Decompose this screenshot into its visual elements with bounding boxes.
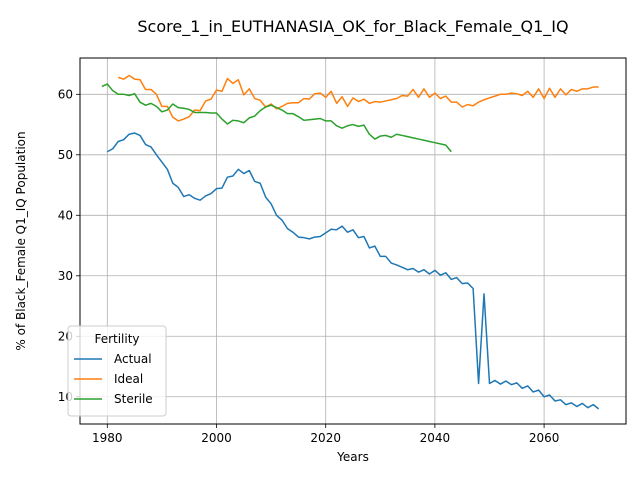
legend-items: Actual Ideal Sterile [74, 352, 153, 406]
y-tick-label: 30 [58, 269, 73, 283]
y-tick-label: 50 [58, 148, 73, 162]
x-tick-label: 1980 [92, 431, 123, 445]
series-lines [101, 74, 600, 410]
y-tick-label: 40 [58, 208, 73, 222]
x-axis-label: Years [336, 450, 369, 464]
x-tick-label: 2020 [310, 431, 341, 445]
series-line-actual [106, 132, 600, 410]
chart-title: Score_1_in_EUTHANASIA_OK_for_Black_Femal… [137, 17, 568, 37]
y-tick-label: 60 [58, 87, 73, 101]
legend-box [67, 325, 167, 417]
series-line-ideal [117, 74, 599, 122]
legend-title: Fertility [94, 332, 139, 346]
legend-label-actual: Actual [114, 352, 152, 366]
legend-label-ideal: Ideal [114, 372, 143, 386]
legend-label-sterile: Sterile [114, 392, 153, 406]
x-tick-label: 2040 [420, 431, 451, 445]
plot-frame [79, 57, 627, 425]
x-tick-label: 2060 [529, 431, 560, 445]
y-axis-label: % of Black_Female Q1_IQ Population [14, 131, 28, 350]
legend: Fertility Actual Ideal Sterile [67, 325, 167, 417]
series-line-sterile [101, 83, 452, 153]
x-tick-label: 2000 [201, 431, 232, 445]
x-axis-ticks: 1980 2000 2020 2040 2060 [92, 424, 559, 445]
